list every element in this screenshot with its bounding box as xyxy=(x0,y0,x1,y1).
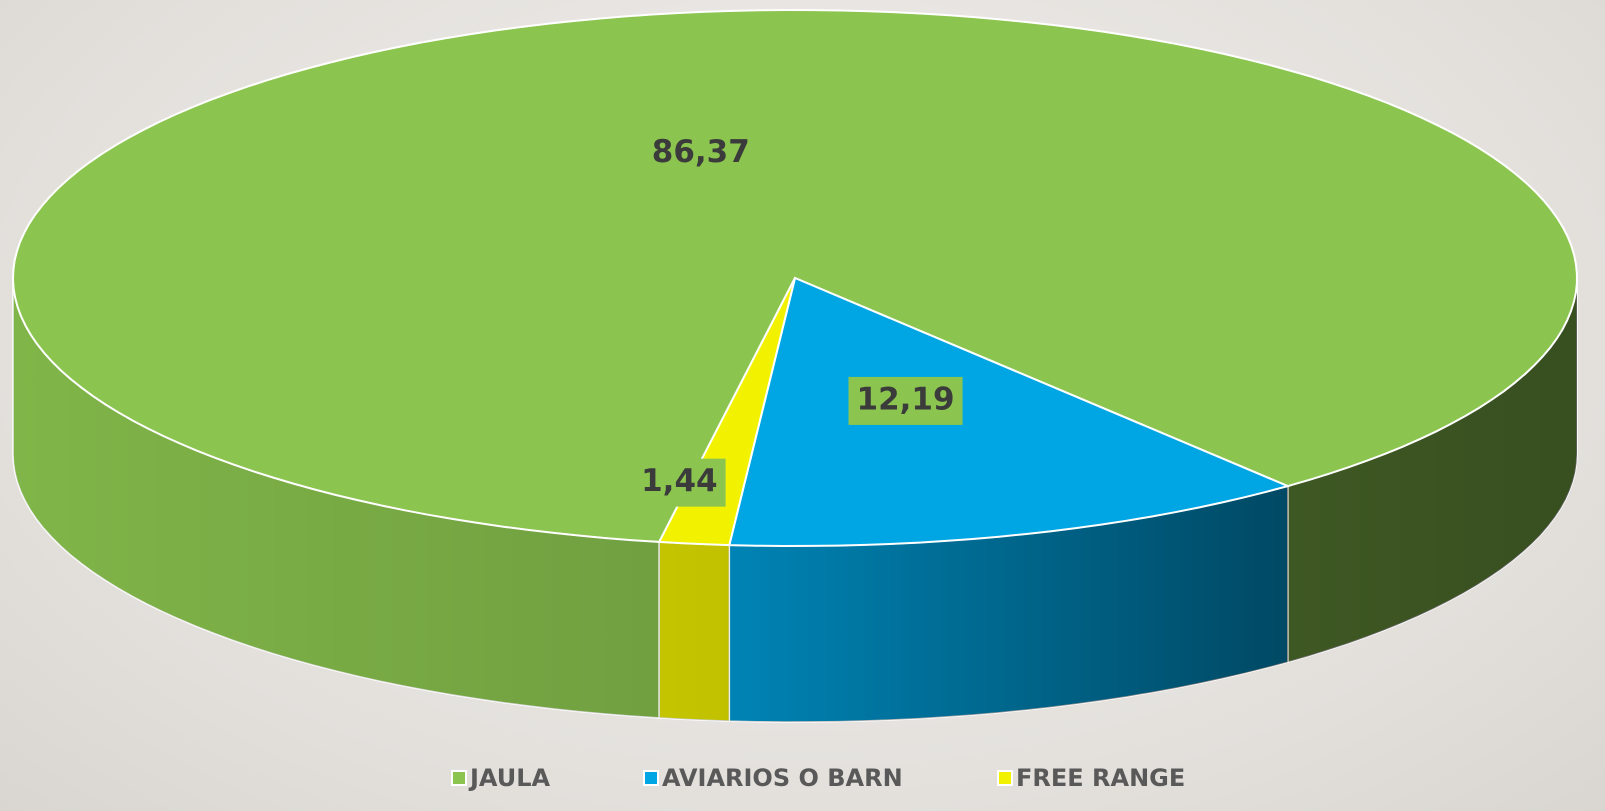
data-label-bg xyxy=(633,458,726,507)
legend-label: JAULA xyxy=(468,764,551,792)
data-label-bg xyxy=(643,129,758,178)
legend-swatch xyxy=(451,770,467,786)
pie-tops xyxy=(11,8,1578,548)
legend-swatch xyxy=(643,770,659,786)
pie-slice xyxy=(728,276,1291,548)
legend: JAULA AVIARIOS O BARN FREE RANGE xyxy=(451,764,1185,792)
legend-label: AVIARIOS O BARN xyxy=(662,764,903,792)
data-label: 12,19 xyxy=(857,381,955,417)
pie-side-shade xyxy=(13,278,660,718)
data-label: 1,44 xyxy=(641,463,718,499)
data-label-bg xyxy=(848,376,963,425)
pie-side-shade xyxy=(1287,278,1577,663)
data-label: 86,37 xyxy=(652,134,750,170)
pie-sides xyxy=(12,277,1578,723)
pie-slice xyxy=(11,8,1578,543)
legend-swatch xyxy=(997,770,1013,786)
data-labels: 86,37 12,19 1,44 xyxy=(633,129,963,507)
pie-side-shade xyxy=(659,541,730,722)
legend-label: FREE RANGE xyxy=(1016,764,1185,792)
